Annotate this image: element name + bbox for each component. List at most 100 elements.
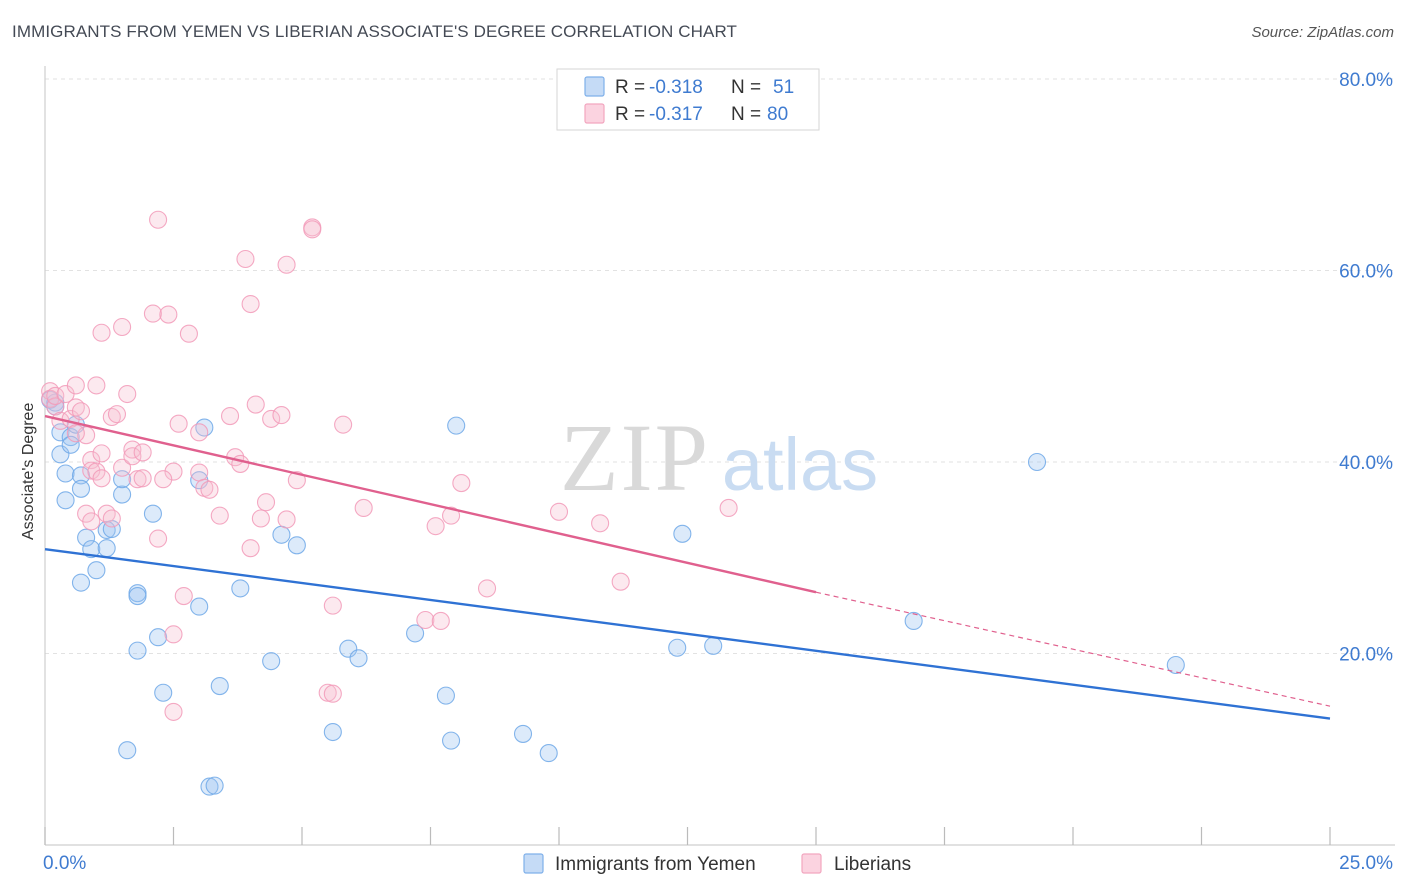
point-liberian: [174, 586, 193, 606]
point-liberian: [591, 514, 610, 533]
point-liberian: [416, 610, 435, 630]
point-yemen: [190, 597, 209, 616]
point-liberian: [164, 462, 183, 481]
stats-n-label-blue: N =: [731, 77, 761, 98]
series-legend: Immigrants from Yemen Liberians: [523, 853, 911, 875]
series-immigrants-from-yemen: [41, 390, 1185, 796]
point-yemen: [539, 744, 558, 763]
point-yemen: [668, 638, 687, 657]
point-liberian: [87, 376, 106, 395]
point-yemen: [262, 652, 281, 671]
point-yemen: [904, 611, 923, 630]
y-tick-label: 60.0%: [1339, 262, 1393, 283]
point-yemen: [82, 540, 101, 559]
point-yemen: [97, 539, 116, 558]
y-tick-label: 80.0%: [1339, 70, 1393, 91]
point-yemen: [128, 586, 147, 606]
source-credit: Source: ZipAtlas.com: [1251, 24, 1394, 41]
point-yemen: [447, 416, 466, 435]
point-yemen: [154, 683, 173, 702]
point-liberian: [318, 683, 337, 702]
point-liberian: [272, 406, 291, 425]
point-liberian: [71, 402, 91, 421]
point-liberian: [92, 323, 111, 342]
point-liberian: [102, 509, 121, 528]
point-liberian: [133, 443, 152, 462]
point-liberian: [426, 517, 445, 536]
point-liberian: [133, 469, 152, 488]
point-liberian: [287, 471, 306, 490]
point-liberian: [323, 684, 342, 703]
point-liberian: [246, 395, 265, 414]
point-liberian: [477, 579, 497, 598]
point-liberian: [149, 210, 168, 229]
stats-r-value-pink: -0.317: [649, 104, 703, 125]
point-liberian: [452, 474, 471, 493]
stats-n-label-pink: N =: [731, 104, 761, 125]
point-liberian: [262, 409, 281, 428]
point-liberian: [241, 539, 260, 558]
point-liberian: [107, 405, 127, 424]
point-yemen: [1027, 452, 1047, 472]
point-yemen: [56, 464, 75, 483]
stats-r-label-pink: R =: [615, 104, 645, 125]
y-axis-label: Associate's Degree: [20, 402, 37, 540]
x-tick-label: 25.0%: [1339, 853, 1393, 874]
stats-r-value-blue: -0.318: [649, 77, 703, 98]
point-liberian: [164, 702, 183, 721]
point-liberian: [334, 415, 353, 434]
point-liberian: [251, 509, 270, 528]
point-yemen: [143, 504, 162, 523]
point-liberian: [113, 458, 132, 477]
point-liberian: [66, 424, 85, 443]
point-yemen: [272, 525, 291, 544]
point-yemen: [436, 686, 455, 705]
trend-line-liberians: [44, 414, 817, 594]
watermark-zip: ZIP: [560, 404, 710, 511]
point-yemen: [71, 466, 91, 485]
stats-legend-swatch-blue: [584, 76, 605, 97]
y-tick-label: 40.0%: [1339, 453, 1393, 474]
x-tick-label: 0.0%: [43, 853, 86, 874]
stats-n-value-pink: 80: [767, 104, 788, 125]
point-liberian: [431, 611, 450, 630]
point-liberian: [92, 469, 111, 488]
point-yemen: [205, 776, 224, 795]
point-yemen: [71, 573, 91, 592]
point-yemen: [231, 579, 250, 598]
watermark-atlas: atlas: [722, 423, 878, 506]
point-yemen: [442, 731, 461, 750]
point-liberian: [179, 324, 198, 343]
point-yemen: [406, 624, 425, 643]
point-yemen: [113, 485, 132, 504]
point-yemen: [87, 561, 106, 580]
point-liberian: [164, 625, 183, 644]
stats-n-value-blue: 51: [773, 77, 794, 98]
point-liberian: [82, 512, 101, 531]
point-yemen: [128, 641, 147, 660]
point-liberian: [323, 596, 342, 615]
point-liberian: [128, 470, 147, 489]
point-liberian: [354, 498, 373, 518]
tick-labels: 20.0% 40.0% 60.0% 80.0% 0.0% 25.0%: [43, 70, 1393, 874]
trend-line-yemen: [44, 547, 1331, 720]
point-liberian: [220, 406, 240, 426]
trend-lines: [44, 414, 1331, 720]
point-liberian: [66, 376, 85, 395]
point-liberian: [123, 440, 142, 459]
point-yemen: [323, 722, 342, 742]
point-liberian: [102, 407, 121, 427]
stats-r-label-blue: R =: [615, 77, 645, 98]
point-liberian: [210, 506, 229, 525]
point-yemen: [704, 636, 723, 655]
point-liberian: [97, 504, 116, 523]
point-liberian: [82, 451, 101, 470]
point-liberian: [719, 498, 738, 518]
point-yemen: [97, 520, 116, 540]
watermark: ZIP atlas: [560, 404, 878, 511]
point-liberian: [277, 255, 296, 274]
point-liberian: [190, 463, 209, 482]
point-liberian: [190, 423, 209, 442]
stats-legend-swatch-pink: [584, 103, 605, 124]
